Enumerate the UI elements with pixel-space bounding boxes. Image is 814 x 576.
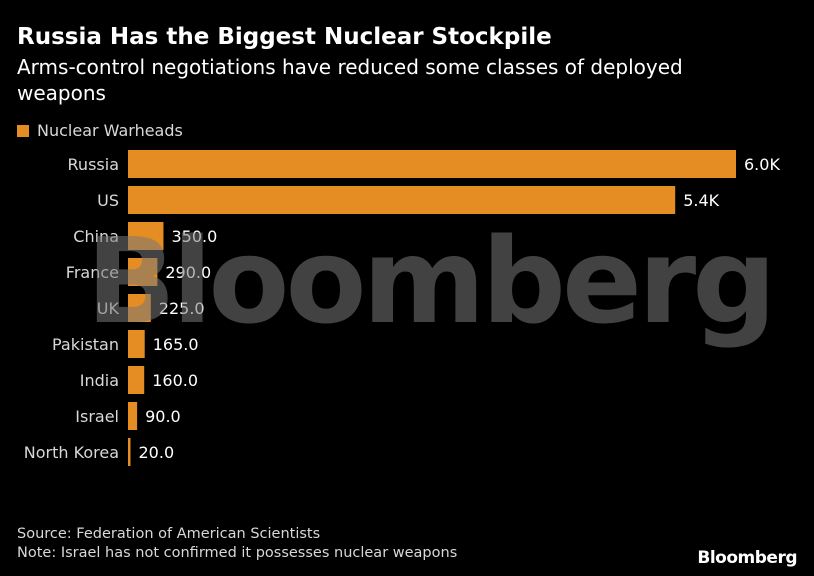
legend-swatch: [17, 124, 29, 137]
category-label: US: [97, 191, 119, 210]
data-label: 225.0: [159, 299, 205, 318]
category-label: UK: [97, 299, 120, 318]
legend: Nuclear Warheads: [17, 121, 183, 140]
bar: [128, 258, 158, 286]
bar: [128, 150, 736, 178]
data-label: 290.0: [165, 263, 211, 282]
chart-title: Russia Has the Biggest Nuclear Stockpile: [17, 24, 552, 50]
bar: [128, 186, 676, 214]
category-label: China: [73, 227, 119, 246]
data-label: 20.0: [139, 443, 175, 462]
data-label: 160.0: [152, 371, 198, 390]
source-note: Source: Federation of American Scientist…: [17, 526, 321, 542]
category-label: North Korea: [24, 443, 119, 462]
data-label: 6.0K: [744, 155, 780, 174]
data-label: 350.0: [171, 227, 217, 246]
category-label: France: [66, 263, 119, 282]
data-label: 90.0: [145, 407, 181, 426]
bar: [128, 366, 145, 394]
category-label: Israel: [75, 407, 119, 426]
bar: [128, 222, 164, 250]
bar: [128, 402, 138, 430]
category-label: Pakistan: [52, 335, 119, 354]
bloomberg-logo: Bloomberg: [697, 548, 797, 568]
bar: [128, 330, 145, 358]
data-label: 165.0: [153, 335, 199, 354]
bar: [128, 294, 151, 322]
category-label: Russia: [68, 155, 119, 174]
footnote: Note: Israel has not confirmed it posses…: [17, 545, 458, 561]
data-label: 5.4K: [683, 191, 719, 210]
legend-label: Nuclear Warheads: [37, 121, 183, 140]
chart-subtitle: Arms-control negotiations have reduced s…: [17, 55, 683, 105]
category-label: India: [80, 371, 119, 390]
bar: [128, 438, 131, 466]
